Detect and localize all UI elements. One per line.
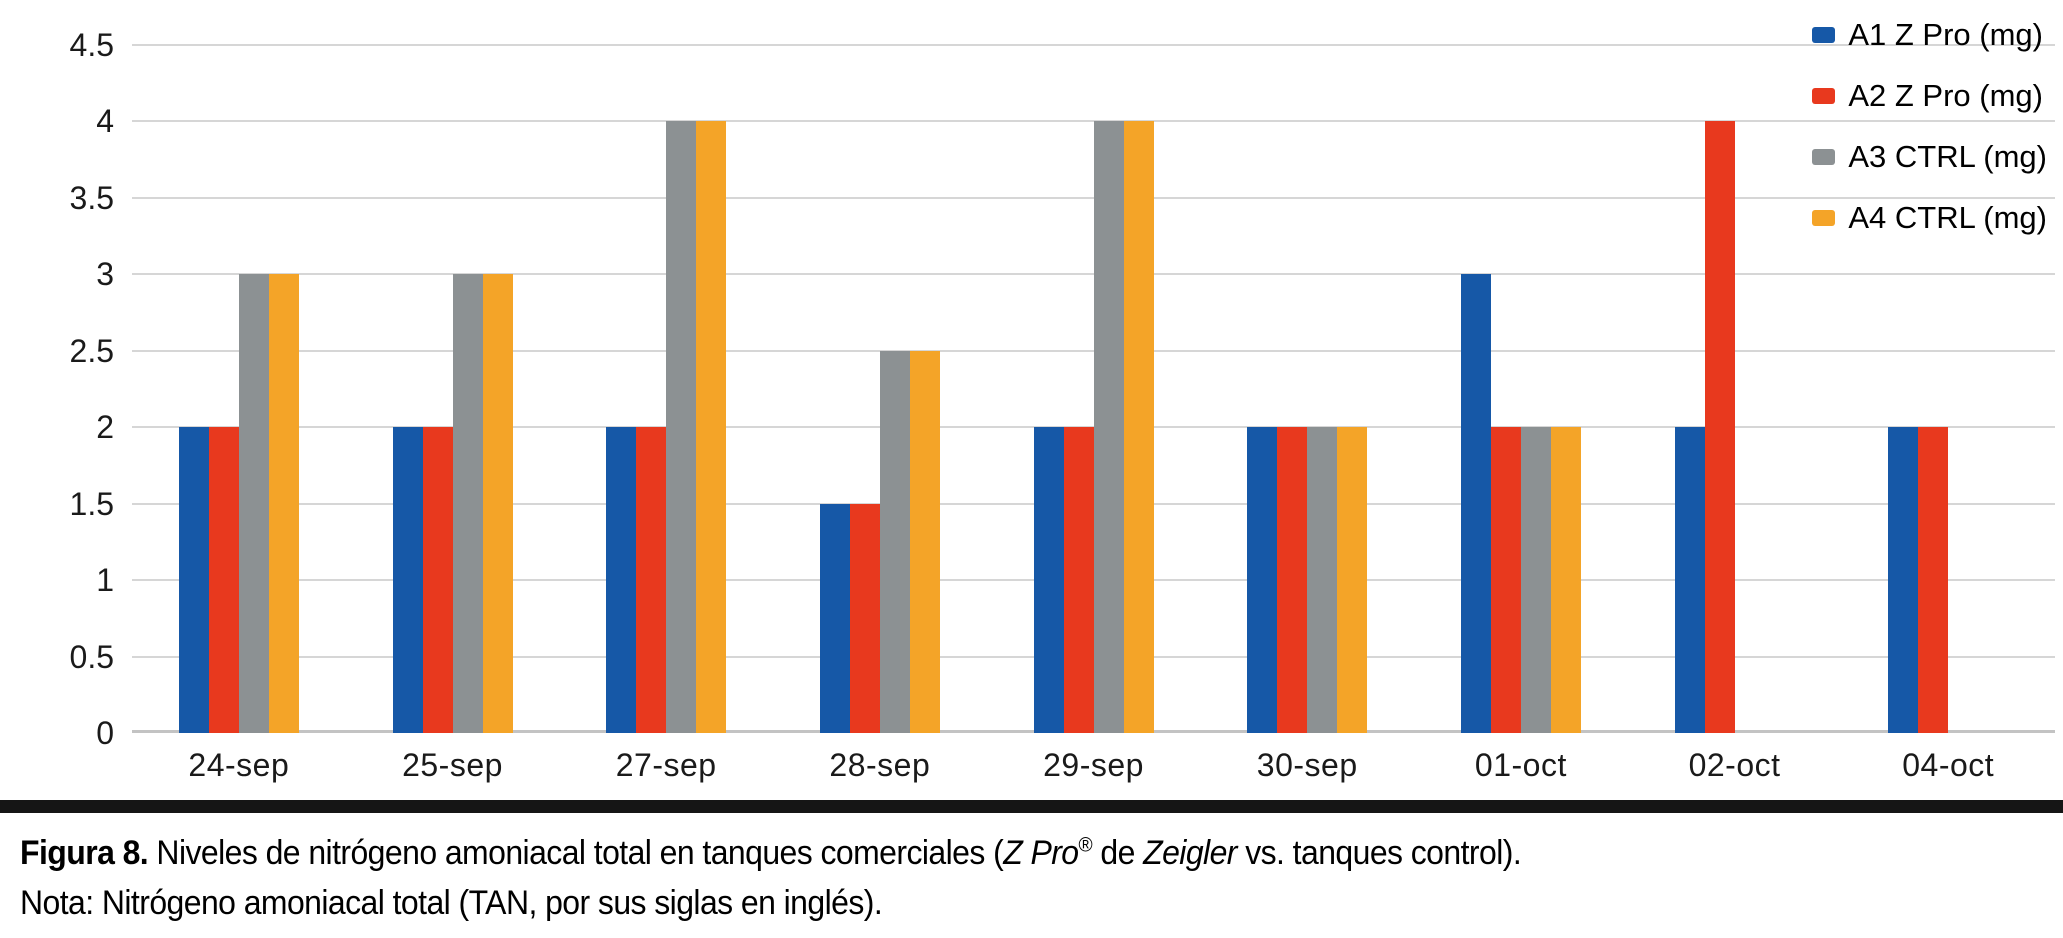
bar-group-29-sep: 29-sep	[987, 45, 1201, 783]
legend-label: A2 Z Pro (mg)	[1848, 78, 2043, 113]
x-tick-label-01-oct: 01-oct	[1474, 747, 1567, 783]
bar-chart: 4.5 4 3.5 3 2.5 2 1.5 1 0.5 0 24-sep 25-sep 27-sep 2…	[0, 16, 2055, 783]
bar-group-04-oct: 04-oct	[1841, 45, 2055, 783]
bar-a1-30-sep	[1247, 427, 1278, 733]
legend-item-a1: A1 Z Pro (mg)	[1812, 16, 2047, 54]
registered-mark: ®	[1078, 834, 1093, 857]
figure-number: Figura 8.	[20, 834, 149, 872]
y-tick-label: 3.5	[69, 179, 114, 216]
legend-swatch-icon	[1812, 88, 1836, 104]
bar-a1-01-oct	[1460, 274, 1491, 733]
y-tick-label: 2	[96, 409, 114, 446]
legend-label: A3 CTRL (mg)	[1848, 139, 2047, 174]
bar-groups: 24-sep 25-sep 27-sep 28-sep 29-sep 30-sep 01-o…	[132, 45, 2055, 783]
y-tick-label: 2.5	[69, 332, 114, 369]
bar-a1-02-oct	[1674, 427, 1705, 733]
x-tick-label-28-sep: 28-sep	[829, 747, 931, 783]
caption-divider	[0, 800, 2063, 813]
bar-a1-25-sep	[392, 427, 423, 733]
legend-label: A1 Z Pro (mg)	[1848, 17, 2043, 52]
bar-a2-29-sep	[1063, 427, 1094, 733]
y-tick-label: 4	[96, 103, 114, 140]
bar-a4-27-sep	[696, 121, 727, 733]
bar-a2-01-oct	[1490, 427, 1521, 733]
legend-item-a4: A4 CTRL (mg)	[1812, 199, 2047, 237]
legend-label: A4 CTRL (mg)	[1848, 200, 2047, 235]
x-tick-label-25-sep: 25-sep	[402, 747, 503, 783]
bar-a1-24-sep	[178, 427, 209, 733]
legend-item-a2: A2 Z Pro (mg)	[1812, 77, 2047, 115]
caption-text-de: de	[1092, 834, 1144, 872]
bar-a1-27-sep	[606, 427, 637, 733]
y-axis-labels: 4.5 4 3.5 3 2.5 2 1.5 1 0.5 0	[0, 27, 114, 751]
bar-group-27-sep: 27-sep	[559, 45, 773, 783]
bar-a4-25-sep	[482, 274, 513, 733]
bar-group-01-oct: 01-oct	[1414, 45, 1628, 783]
bar-a2-24-sep	[208, 427, 239, 733]
bar-a3-29-sep	[1093, 121, 1124, 733]
caption-line-1: Figura 8. Niveles de nitrógeno amoniacal…	[20, 828, 1919, 878]
bar-a3-01-oct	[1520, 427, 1551, 733]
x-tick-label-27-sep: 27-sep	[615, 747, 717, 783]
bar-group-24-sep: 24-sep	[132, 45, 346, 783]
y-tick-label: 0.5	[69, 638, 114, 675]
x-tick-label-24-sep: 24-sep	[188, 747, 290, 783]
caption-text-1: Niveles de nitrógeno amoniacal total en …	[148, 834, 1004, 872]
y-tick-label: 1	[96, 562, 114, 599]
bar-a3-24-sep	[238, 274, 269, 733]
bar-a1-28-sep	[819, 503, 850, 733]
x-tick-label-30-sep: 30-sep	[1256, 747, 1358, 783]
gridline	[132, 349, 2055, 352]
legend-item-a3: A3 CTRL (mg)	[1812, 138, 2047, 176]
bar-a2-02-oct	[1704, 121, 1735, 733]
legend-swatch-icon	[1812, 210, 1836, 226]
bar-a2-04-oct	[1918, 427, 1949, 733]
y-tick-label: 4.5	[69, 27, 114, 63]
figure-caption: Figura 8. Niveles de nitrógeno amoniacal…	[20, 828, 1919, 928]
caption-note: Nota: Nitrógeno amoniacal total (TAN, po…	[20, 884, 883, 922]
bar-group-02-oct: 02-oct	[1628, 45, 1842, 783]
zpro-brand: Z Pro	[1003, 834, 1079, 872]
x-tick-label-02-oct: 02-oct	[1688, 747, 1781, 783]
gridline	[132, 196, 2055, 199]
plot-area: 24-sep 25-sep 27-sep 28-sep 29-sep 30-sep 01-o…	[132, 44, 2055, 783]
bar-a2-30-sep	[1277, 427, 1308, 733]
x-tick-label-04-oct: 04-oct	[1902, 747, 1995, 783]
bar-group-25-sep: 25-sep	[346, 45, 560, 783]
bar-a4-01-oct	[1550, 427, 1581, 733]
bar-group-30-sep: 30-sep	[1200, 45, 1414, 783]
bar-a2-27-sep	[636, 427, 667, 733]
y-tick-label: 1.5	[69, 485, 114, 522]
bar-a1-29-sep	[1033, 427, 1064, 733]
caption-text-2: vs. tanques control).	[1236, 834, 1522, 872]
bar-a2-28-sep	[849, 503, 880, 733]
y-tick-label: 3	[96, 256, 114, 293]
legend-swatch-icon	[1812, 27, 1836, 43]
bar-a3-28-sep	[879, 350, 910, 733]
gridline	[132, 44, 2055, 46]
bar-a4-29-sep	[1123, 121, 1154, 733]
bar-group-28-sep: 28-sep	[773, 45, 987, 783]
bar-a4-24-sep	[268, 274, 299, 733]
x-tick-label-29-sep: 29-sep	[1043, 747, 1144, 783]
y-tick-label: 0	[96, 715, 114, 751]
bar-a3-25-sep	[452, 274, 483, 733]
legend: A1 Z Pro (mg) A2 Z Pro (mg) A3 CTRL (mg) A4…	[1812, 16, 2047, 260]
bar-a4-28-sep	[909, 350, 940, 733]
bar-a2-25-sep	[422, 427, 453, 733]
zeigler-brand: Zeigler	[1143, 834, 1237, 872]
gridline	[132, 120, 2055, 123]
bar-a3-30-sep	[1307, 427, 1338, 733]
legend-swatch-icon	[1812, 149, 1836, 165]
bar-a3-27-sep	[666, 121, 697, 733]
bar-a4-30-sep	[1337, 427, 1368, 733]
gridline	[132, 273, 2055, 276]
bar-a1-04-oct	[1888, 427, 1919, 733]
